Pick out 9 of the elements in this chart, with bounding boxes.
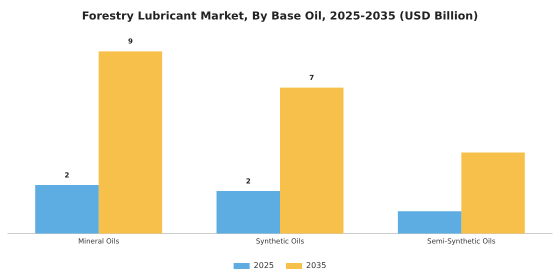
bar bbox=[35, 184, 99, 234]
bar bbox=[398, 211, 462, 234]
bar bbox=[216, 191, 280, 234]
chart-title: Forestry Lubricant Market, By Base Oil, 2025-2035 (USD Billion) bbox=[82, 9, 478, 22]
legend-label: 2035 bbox=[306, 261, 326, 270]
bar bbox=[461, 152, 525, 234]
bar bbox=[280, 88, 344, 234]
bar bbox=[98, 51, 162, 234]
legend-label: 2025 bbox=[254, 261, 274, 270]
